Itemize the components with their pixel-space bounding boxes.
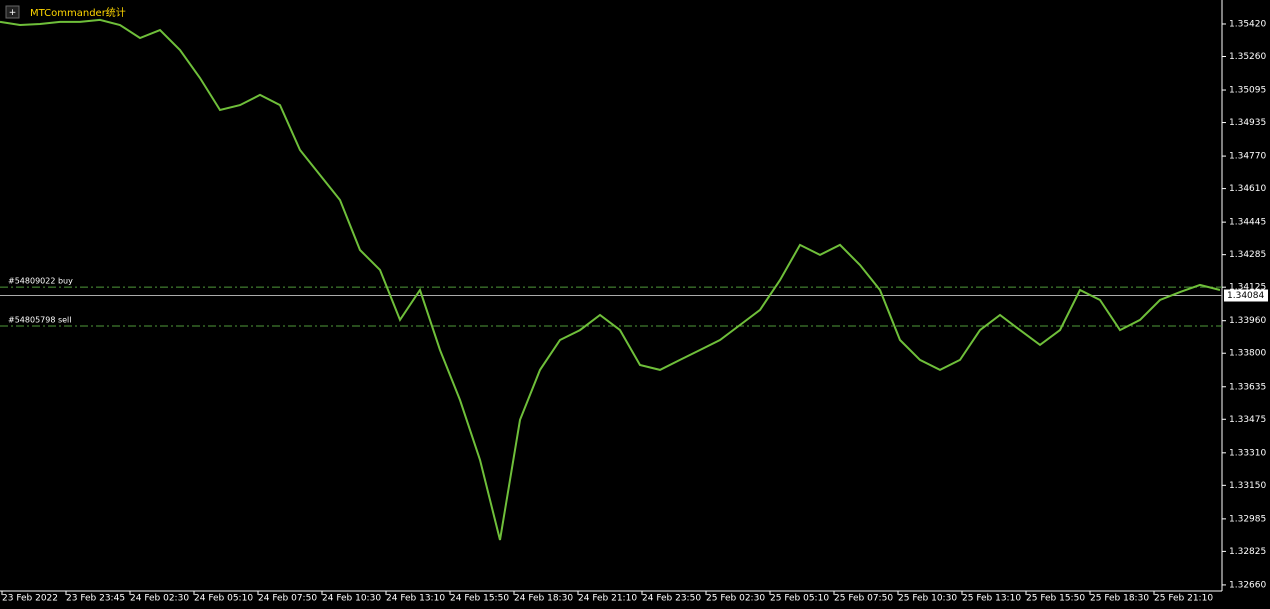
y-tick-label: 1.35095 <box>1229 86 1266 96</box>
x-tick-label: 25 Feb 07:50 <box>834 594 893 604</box>
price-tag-label: 1.34084 <box>1227 291 1264 301</box>
x-tick-label: 25 Feb 21:10 <box>1154 594 1213 604</box>
expand-icon: + <box>9 8 17 18</box>
x-tick-label: 23 Feb 2022 <box>2 594 58 604</box>
price-series <box>0 18 1221 541</box>
y-tick-label: 1.32825 <box>1229 547 1266 557</box>
y-tick-label: 1.33960 <box>1229 316 1266 326</box>
x-tick-label: 24 Feb 13:10 <box>386 594 445 604</box>
y-tick-label: 1.34445 <box>1229 218 1266 228</box>
x-tick-label: 24 Feb 05:10 <box>194 594 253 604</box>
order-label: #54805798 sell <box>8 315 72 324</box>
x-tick-label: 24 Feb 21:10 <box>578 594 637 604</box>
x-tick-label: 24 Feb 15:50 <box>450 594 509 604</box>
y-tick-label: 1.33475 <box>1229 415 1266 425</box>
x-tick-label: 24 Feb 07:50 <box>258 594 317 604</box>
y-tick-label: 1.33635 <box>1229 382 1266 392</box>
price-tag <box>1224 289 1268 302</box>
order-label: #54809022 buy <box>8 277 73 286</box>
y-tick-label: 1.32660 <box>1229 580 1266 590</box>
y-tick-label: 1.35260 <box>1229 52 1266 62</box>
y-tick-label: 1.32985 <box>1229 514 1266 524</box>
x-tick-label: 25 Feb 05:10 <box>770 594 829 604</box>
expand-button[interactable] <box>5 5 20 19</box>
y-tick-label: 1.35420 <box>1229 19 1266 29</box>
y-tick-label: 1.34770 <box>1229 152 1266 162</box>
x-tick-label: 23 Feb 23:45 <box>66 594 125 604</box>
x-tick-label: 25 Feb 02:30 <box>706 594 765 604</box>
y-tick-label: 1.34935 <box>1229 118 1266 128</box>
x-tick-label: 24 Feb 23:50 <box>642 594 701 604</box>
y-tick-label: 1.34125 <box>1229 283 1266 293</box>
x-tick-label: 25 Feb 15:50 <box>1026 594 1085 604</box>
y-tick-label: 1.33800 <box>1229 349 1266 359</box>
x-tick-label: 25 Feb 18:30 <box>1090 594 1149 604</box>
x-tick-label: 24 Feb 10:30 <box>322 594 381 604</box>
y-tick-label: 1.34610 <box>1229 184 1266 194</box>
x-tick-label: 24 Feb 02:30 <box>130 594 189 604</box>
x-tick-label: 25 Feb 10:30 <box>898 594 957 604</box>
y-tick-label: 1.33310 <box>1229 448 1266 458</box>
chart-title: MTCommander统计 <box>30 6 126 19</box>
y-tick-label: 1.34285 <box>1229 250 1266 260</box>
x-tick-label: 24 Feb 18:30 <box>514 594 573 604</box>
x-tick-label: 25 Feb 13:10 <box>962 594 1021 604</box>
y-tick-label: 1.33150 <box>1229 481 1266 491</box>
